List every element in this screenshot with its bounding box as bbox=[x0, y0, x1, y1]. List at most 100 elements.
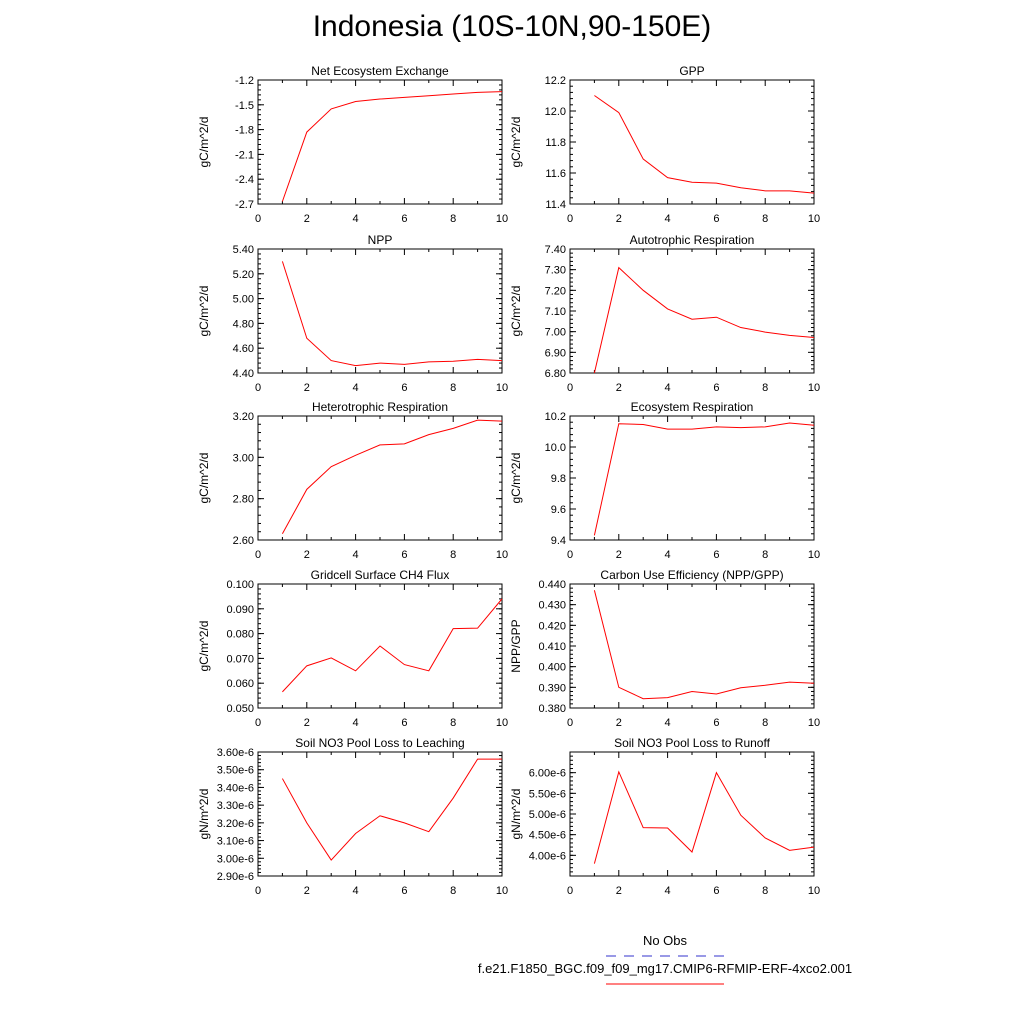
x-tick-label: 8 bbox=[450, 549, 456, 561]
y-tick-label: 6.80 bbox=[545, 368, 566, 380]
y-tick-label: 11.4 bbox=[545, 199, 566, 211]
x-tick-label: 10 bbox=[496, 885, 508, 897]
panel-title: Autotrophic Respiration bbox=[630, 233, 755, 247]
x-tick-label: 6 bbox=[401, 213, 407, 225]
y-tick-label: 2.90e-6 bbox=[217, 871, 254, 883]
x-tick-label: 8 bbox=[762, 213, 768, 225]
y-tick-label: 7.00 bbox=[545, 327, 566, 339]
y-tick-label: 3.00e-6 bbox=[217, 853, 254, 865]
x-tick-label: 6 bbox=[401, 549, 407, 561]
chart-panel: Net Ecosystem Exchange gC/m^2/d 0 2 4 6 8 10 -2.… bbox=[197, 64, 508, 225]
chart-panel: NPP gC/m^2/d 0 2 4 6 8 10 4.40 4.60 4.80 5.00 5.20 5.… bbox=[197, 233, 508, 394]
x-tick-label: 10 bbox=[496, 549, 508, 561]
y-tick-label: -2.1 bbox=[235, 149, 254, 161]
y-tick-label: 3.20e-6 bbox=[217, 818, 254, 830]
legend-case-label: f.e21.F1850_BGC.f09_f09_mg17.CMIP6-RFMIP… bbox=[478, 961, 852, 976]
y-tick-label: 0.380 bbox=[538, 703, 566, 715]
y-tick-label: 0.400 bbox=[538, 662, 566, 674]
chart-panel: Soil NO3 Pool Loss to Runoff gN/m^2/d 0 2 4 6… bbox=[509, 736, 820, 897]
x-tick-label: 10 bbox=[808, 549, 820, 561]
y-tick-label: 6.00e-6 bbox=[529, 768, 566, 780]
y-tick-label: 2.80 bbox=[233, 494, 254, 506]
series-line bbox=[593, 770, 815, 864]
x-tick-label: 6 bbox=[713, 213, 719, 225]
x-tick-label: 4 bbox=[353, 382, 359, 394]
y-tick-label: 6.90 bbox=[545, 347, 566, 359]
y-tick-label: 3.20 bbox=[233, 411, 254, 423]
y-tick-label: 0.090 bbox=[226, 604, 254, 616]
y-tick-label: -2.7 bbox=[235, 199, 254, 211]
chart-panel: Heterotrophic Respiration gC/m^2/d 0 2 4 6 8 10… bbox=[197, 400, 508, 561]
y-tick-label: 7.30 bbox=[545, 265, 566, 277]
y-tick-label: 7.40 bbox=[545, 244, 566, 256]
y-tick-label: -1.5 bbox=[235, 100, 254, 112]
y-tick-label: 9.6 bbox=[551, 504, 566, 516]
x-tick-label: 2 bbox=[616, 549, 622, 561]
y-axis-label: gC/m^2/d bbox=[509, 286, 523, 337]
plot-frame bbox=[569, 583, 815, 709]
plot-frame bbox=[569, 751, 815, 877]
y-tick-label: 0.430 bbox=[538, 600, 566, 612]
x-tick-label: 10 bbox=[496, 382, 508, 394]
y-tick-label: -1.2 bbox=[235, 75, 254, 87]
y-tick-label: 0.410 bbox=[538, 641, 566, 653]
panel-title: Ecosystem Respiration bbox=[631, 400, 754, 414]
panel-title: Soil NO3 Pool Loss to Runoff bbox=[614, 736, 771, 750]
x-tick-label: 6 bbox=[713, 549, 719, 561]
series-line bbox=[281, 419, 503, 535]
y-axis-label: gN/m^2/d bbox=[509, 789, 523, 840]
plot-frame bbox=[569, 79, 815, 205]
x-tick-label: 4 bbox=[665, 717, 671, 729]
x-tick-label: 2 bbox=[304, 382, 310, 394]
x-tick-label: 2 bbox=[616, 885, 622, 897]
x-tick-label: 10 bbox=[496, 717, 508, 729]
x-tick-label: 4 bbox=[353, 885, 359, 897]
x-tick-label: 10 bbox=[808, 885, 820, 897]
panels-group: Net Ecosystem Exchange gC/m^2/d 0 2 4 6 8 10 -2.… bbox=[197, 64, 820, 897]
x-tick-label: 8 bbox=[450, 717, 456, 729]
y-tick-label: 7.20 bbox=[545, 285, 566, 297]
y-tick-label: 0.080 bbox=[226, 629, 254, 641]
x-tick-label: 6 bbox=[713, 717, 719, 729]
chart-panel: Gridcell Surface CH4 Flux gC/m^2/d 0 2 4 6 8 10… bbox=[197, 568, 508, 729]
y-tick-label: 4.50e-6 bbox=[529, 830, 566, 842]
y-axis-label: gC/m^2/d bbox=[197, 621, 211, 672]
y-tick-label: 4.00e-6 bbox=[529, 850, 566, 862]
x-tick-label: 0 bbox=[255, 885, 261, 897]
x-tick-label: 2 bbox=[304, 549, 310, 561]
y-tick-label: -1.8 bbox=[235, 125, 254, 137]
x-tick-label: 0 bbox=[567, 382, 573, 394]
x-tick-label: 4 bbox=[665, 885, 671, 897]
series-line bbox=[282, 598, 503, 693]
x-tick-label: 10 bbox=[496, 213, 508, 225]
y-tick-label: 0.390 bbox=[538, 682, 566, 694]
y-axis-label: gC/m^2/d bbox=[509, 453, 523, 504]
x-tick-label: 4 bbox=[665, 213, 671, 225]
y-tick-label: 10.2 bbox=[545, 411, 566, 423]
x-tick-label: 6 bbox=[713, 382, 719, 394]
y-axis-label: NPP/GPP bbox=[509, 619, 523, 672]
x-tick-label: 0 bbox=[255, 717, 261, 729]
panel-title: Carbon Use Efficiency (NPP/GPP) bbox=[600, 568, 783, 582]
x-tick-label: 4 bbox=[353, 717, 359, 729]
y-tick-label: 7.10 bbox=[545, 306, 566, 318]
x-tick-label: 6 bbox=[401, 885, 407, 897]
chart-panel: Ecosystem Respiration gC/m^2/d 0 2 4 6 8 10 9.4 9… bbox=[509, 400, 820, 561]
y-axis-label: gC/m^2/d bbox=[197, 286, 211, 337]
x-tick-label: 4 bbox=[353, 549, 359, 561]
plot-frame bbox=[257, 415, 503, 541]
x-tick-label: 8 bbox=[762, 382, 768, 394]
y-tick-label: 0.100 bbox=[226, 579, 254, 591]
y-axis-label: gC/m^2/d bbox=[197, 453, 211, 504]
y-tick-label: -2.4 bbox=[235, 174, 254, 186]
y-tick-label: 3.30e-6 bbox=[217, 800, 254, 812]
x-tick-label: 8 bbox=[450, 885, 456, 897]
x-tick-label: 2 bbox=[304, 213, 310, 225]
legend: No Obs f.e21.F1850_BGC.f09_f09_mg17.CMIP… bbox=[478, 933, 852, 985]
x-tick-label: 0 bbox=[567, 213, 573, 225]
y-tick-label: 5.40 bbox=[233, 244, 254, 256]
y-axis-label: gC/m^2/d bbox=[197, 117, 211, 168]
series-line bbox=[281, 91, 503, 202]
